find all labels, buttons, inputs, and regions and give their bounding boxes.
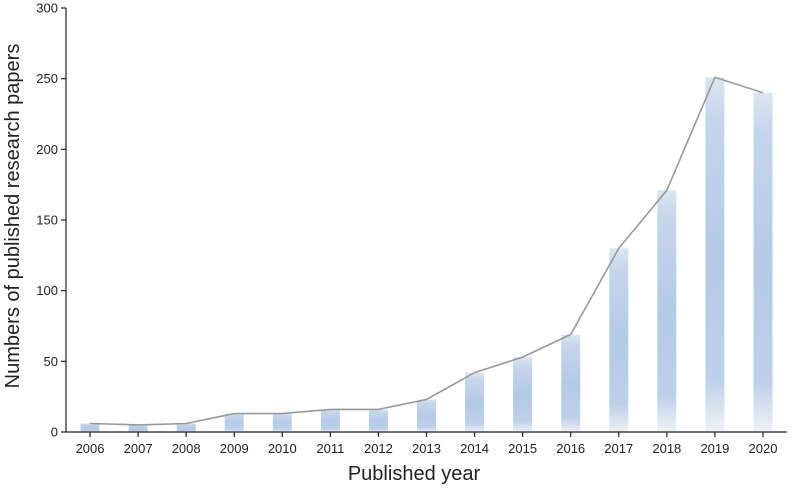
- x-tick-label: 2011: [316, 441, 344, 456]
- bar-2014: [465, 372, 485, 432]
- x-tick-label: 2018: [652, 441, 681, 456]
- x-tick-label: 2020: [749, 441, 778, 456]
- bar-2007: [128, 424, 148, 432]
- x-tick-label: 2017: [604, 441, 633, 456]
- x-tick-label: 2013: [412, 441, 441, 456]
- x-tick-label: 2009: [220, 441, 249, 456]
- x-tick-label: 2016: [556, 441, 585, 456]
- y-tick-label: 100: [36, 283, 58, 298]
- x-tick-label: 2012: [364, 441, 393, 456]
- bar-2011: [320, 409, 340, 432]
- bar-2009: [224, 413, 244, 432]
- x-tick-label: 2006: [76, 441, 105, 456]
- bar-2008: [176, 423, 196, 432]
- x-axis-title: Published year: [348, 463, 481, 485]
- y-tick-label: 0: [51, 425, 58, 440]
- y-tick-label: 200: [36, 142, 58, 157]
- x-tick-label: 2019: [700, 441, 729, 456]
- y-axis-title: Numbers of published research papers: [2, 44, 24, 389]
- x-tick-label: 2015: [508, 441, 537, 456]
- y-tick-label: 300: [36, 1, 58, 16]
- bar-2015: [513, 357, 533, 432]
- bar-2010: [272, 413, 292, 432]
- x-tick-label: 2010: [268, 441, 297, 456]
- bars-group: [80, 77, 773, 433]
- bar-2016: [561, 334, 581, 432]
- x-tick-label: 2014: [460, 441, 489, 456]
- bar-2006: [80, 423, 100, 432]
- bar-2018: [657, 190, 677, 432]
- bar-2012: [368, 409, 388, 432]
- y-tick-label: 250: [36, 71, 58, 86]
- trend-line: [89, 76, 764, 426]
- x-tick-label: 2007: [124, 441, 153, 456]
- bar-2017: [609, 248, 629, 432]
- axes-group: 0 50 100 150 200 250 300 2006 2007 2008 2009 2010 20…: [36, 1, 787, 456]
- x-tick-label: 2008: [172, 441, 201, 456]
- bar-2019: [705, 77, 725, 433]
- bar-2013: [417, 399, 436, 432]
- trend-line-group: [89, 76, 764, 426]
- y-tick-label: 50: [44, 354, 58, 369]
- bar-2020: [753, 92, 773, 433]
- y-tick-label: 150: [36, 213, 58, 228]
